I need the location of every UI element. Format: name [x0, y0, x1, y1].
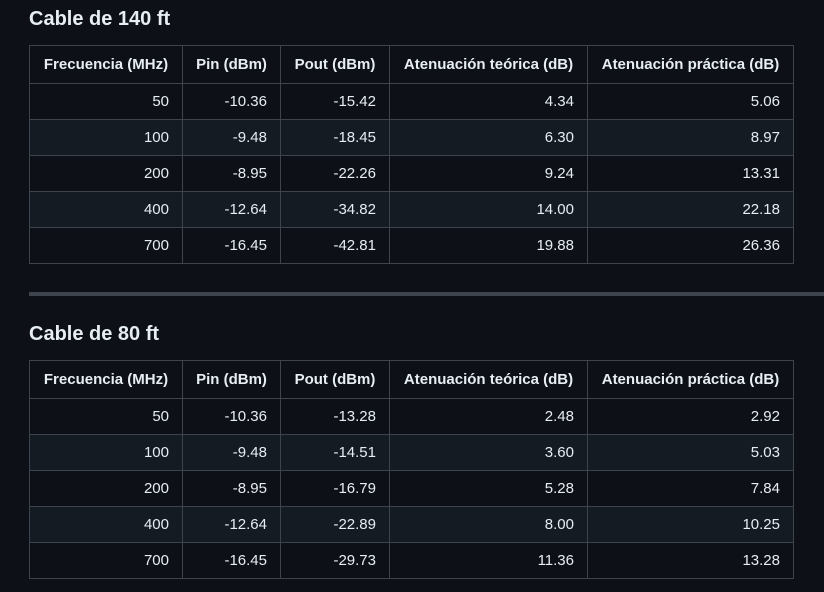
table-cell: 8.00	[389, 506, 588, 543]
column-header-pin: Pin (dBm)	[182, 45, 281, 84]
table-cell: 2.92	[587, 398, 794, 435]
table-cell: 7.84	[587, 470, 794, 507]
table-row: 700 -16.45 -42.81 19.88 26.36	[29, 227, 794, 264]
table-cell: -9.48	[182, 434, 281, 471]
table-cell: -12.64	[182, 191, 281, 228]
table-row: 200 -8.95 -16.79 5.28 7.84	[29, 470, 794, 507]
table-cell: 8.97	[587, 119, 794, 156]
table-header-row: Frecuencia (MHz) Pin (dBm) Pout (dBm) At…	[29, 45, 794, 84]
table-cell: 700	[29, 227, 183, 264]
table-row: 100 -9.48 -14.51 3.60 5.03	[29, 434, 794, 471]
table-row: 200 -8.95 -22.26 9.24 13.31	[29, 155, 794, 192]
table-cell: 400	[29, 506, 183, 543]
table-cell: 19.88	[389, 227, 588, 264]
table-cell: -16.79	[280, 470, 390, 507]
section-divider	[29, 292, 824, 296]
column-header-pout: Pout (dBm)	[280, 45, 390, 84]
table-row: 50 -10.36 -13.28 2.48 2.92	[29, 398, 794, 435]
column-header-pout: Pout (dBm)	[280, 360, 390, 399]
table-cell: -12.64	[182, 506, 281, 543]
column-header-theoretical-attenuation: Atenuación teórica (dB)	[389, 360, 588, 399]
table-cell: 13.28	[587, 542, 794, 579]
table-cell: 100	[29, 434, 183, 471]
table-row: 100 -9.48 -18.45 6.30 8.97	[29, 119, 794, 156]
section-title: Cable de 80 ft	[29, 323, 160, 345]
table-cell: 10.25	[587, 506, 794, 543]
table-row: 50 -10.36 -15.42 4.34 5.06	[29, 83, 794, 120]
table-cell: 22.18	[587, 191, 794, 228]
table-cell: -29.73	[280, 542, 390, 579]
table-cell: 13.31	[587, 155, 794, 192]
table-cell: 6.30	[389, 119, 588, 156]
table-cell: -10.36	[182, 398, 281, 435]
table-cell: 9.24	[389, 155, 588, 192]
table-cell: -9.48	[182, 119, 281, 156]
table-cell: -14.51	[280, 434, 390, 471]
section-cable-80ft: Cable de 80 ft Frecuencia (MHz) Pin (dBm…	[29, 316, 794, 579]
table-cell: -42.81	[280, 227, 390, 264]
table-cell: -16.45	[182, 227, 281, 264]
table-cell: 2.48	[389, 398, 588, 435]
table-cell: -15.42	[280, 83, 390, 120]
table-cell: 200	[29, 155, 183, 192]
table-cell: -22.89	[280, 506, 390, 543]
attenuation-table: Frecuencia (MHz) Pin (dBm) Pout (dBm) At…	[29, 45, 794, 264]
table-cell: -13.28	[280, 398, 390, 435]
section-title: Cable de 140 ft	[29, 8, 171, 30]
table-cell: -16.45	[182, 542, 281, 579]
attenuation-table: Frecuencia (MHz) Pin (dBm) Pout (dBm) At…	[29, 360, 794, 579]
table-cell: 400	[29, 191, 183, 228]
table-cell: 11.36	[389, 542, 588, 579]
column-header-frequency: Frecuencia (MHz)	[29, 45, 183, 84]
table-cell: 4.34	[389, 83, 588, 120]
table-header-row: Frecuencia (MHz) Pin (dBm) Pout (dBm) At…	[29, 360, 794, 399]
column-header-theoretical-attenuation: Atenuación teórica (dB)	[389, 45, 588, 84]
table-cell: -8.95	[182, 155, 281, 192]
table-cell: 3.60	[389, 434, 588, 471]
table-cell: 26.36	[587, 227, 794, 264]
table-cell: -10.36	[182, 83, 281, 120]
table-cell: -8.95	[182, 470, 281, 507]
column-header-pin: Pin (dBm)	[182, 360, 281, 399]
table-cell: 5.28	[389, 470, 588, 507]
column-header-frequency: Frecuencia (MHz)	[29, 360, 183, 399]
column-header-practical-attenuation: Atenuación práctica (dB)	[587, 360, 794, 399]
table-cell: -18.45	[280, 119, 390, 156]
table-cell: 14.00	[389, 191, 588, 228]
table-cell: 50	[29, 398, 183, 435]
table-row: 700 -16.45 -29.73 11.36 13.28	[29, 542, 794, 579]
section-cable-140ft: Cable de 140 ft Frecuencia (MHz) Pin (dB…	[29, 0, 794, 264]
column-header-practical-attenuation: Atenuación práctica (dB)	[587, 45, 794, 84]
table-cell: 100	[29, 119, 183, 156]
table-row: 400 -12.64 -34.82 14.00 22.18	[29, 191, 794, 228]
table-cell: 700	[29, 542, 183, 579]
table-cell: 5.06	[587, 83, 794, 120]
table-cell: 200	[29, 470, 183, 507]
table-cell: 50	[29, 83, 183, 120]
table-cell: -22.26	[280, 155, 390, 192]
table-cell: -34.82	[280, 191, 390, 228]
table-cell: 5.03	[587, 434, 794, 471]
table-row: 400 -12.64 -22.89 8.00 10.25	[29, 506, 794, 543]
